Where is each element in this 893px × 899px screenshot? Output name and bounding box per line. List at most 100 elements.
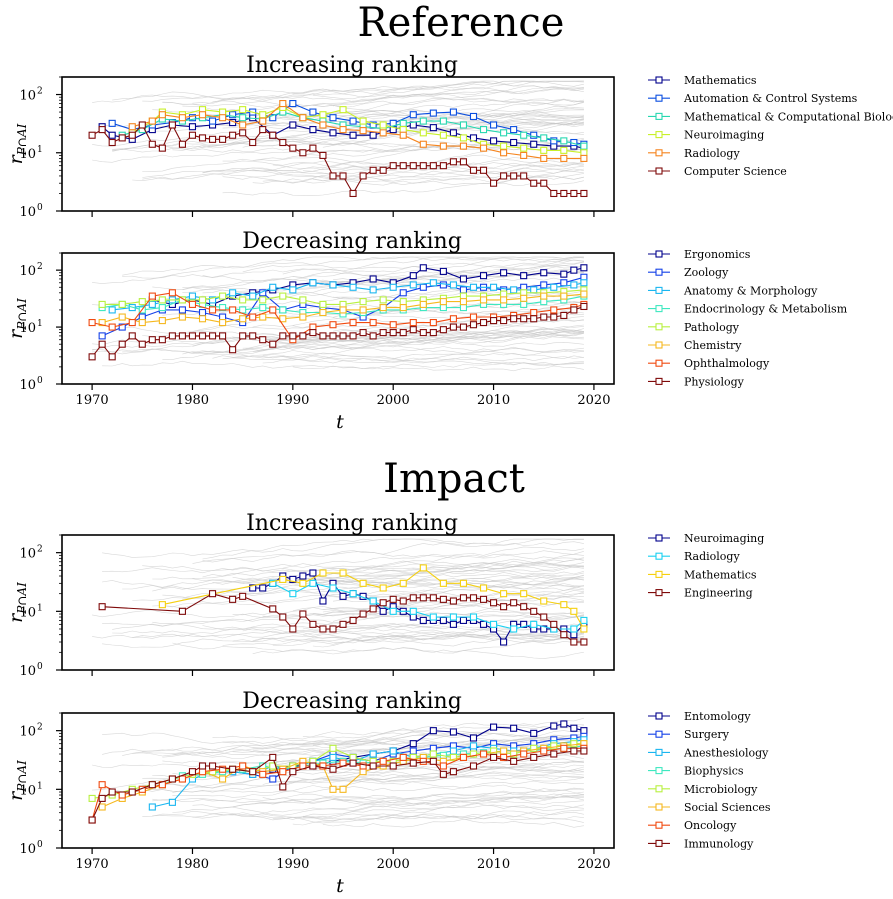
data-point — [188, 131, 197, 139]
background-line — [272, 800, 584, 820]
data-point — [279, 315, 287, 323]
data-point — [168, 289, 176, 297]
data-point — [178, 114, 186, 122]
background-line — [322, 811, 584, 828]
data-point — [329, 281, 337, 289]
data-point — [208, 590, 217, 598]
legend-label: Engineering — [684, 587, 753, 600]
background-line — [252, 636, 584, 655]
data-point — [309, 620, 317, 628]
data-point — [108, 138, 116, 147]
data-point — [510, 172, 518, 180]
data-point — [369, 286, 377, 294]
x-tick-label: 1970 — [76, 857, 109, 872]
data-point — [339, 592, 347, 600]
data-point — [219, 292, 227, 300]
data-point — [500, 290, 508, 298]
legend-marker — [655, 268, 663, 276]
background-line — [332, 582, 584, 592]
data-point — [379, 296, 387, 304]
legend-entry: Engineering — [648, 587, 753, 600]
data-point — [550, 137, 558, 145]
data-point — [409, 319, 417, 327]
background-line — [212, 732, 584, 746]
series-engineering — [98, 590, 588, 646]
data-point — [399, 289, 407, 297]
data-point — [530, 620, 538, 628]
data-point — [98, 126, 106, 134]
data-point — [349, 753, 357, 761]
data-point — [208, 768, 217, 776]
data-point — [429, 594, 437, 602]
data-point — [439, 281, 447, 289]
data-point — [239, 129, 247, 137]
series-physiology — [88, 302, 588, 361]
data-point — [419, 300, 427, 308]
background-line — [232, 119, 584, 143]
data-point — [239, 306, 247, 314]
data-point — [108, 131, 116, 139]
data-point — [560, 189, 568, 198]
data-point — [479, 126, 488, 134]
data-point — [419, 757, 427, 765]
y-tick-exponent: 2 — [37, 723, 43, 733]
data-point — [249, 768, 257, 776]
data-point — [118, 791, 126, 799]
y-tick-label: 10 — [19, 605, 36, 620]
data-point — [530, 286, 538, 294]
data-point — [500, 296, 508, 304]
data-point — [409, 272, 417, 280]
data-point — [540, 281, 548, 289]
data-point — [168, 121, 176, 129]
background-line — [302, 627, 584, 640]
legend-label: Chemistry — [684, 339, 742, 352]
x-tick-label: 1990 — [276, 857, 309, 872]
legend-marker — [655, 286, 663, 294]
data-point — [259, 111, 267, 119]
data-point — [560, 744, 568, 752]
data-point — [399, 304, 407, 312]
data-point — [148, 803, 156, 811]
legend-label: Anesthesiology — [683, 746, 769, 759]
background-line — [192, 538, 584, 564]
data-point — [198, 308, 207, 317]
data-point — [148, 117, 156, 125]
data-point — [550, 306, 558, 314]
data-point — [349, 590, 357, 598]
data-point — [178, 306, 186, 314]
data-point — [560, 137, 568, 145]
data-point — [259, 336, 267, 344]
data-point — [409, 326, 417, 334]
data-point — [158, 304, 166, 312]
data-point — [419, 140, 427, 148]
data-point — [479, 620, 488, 628]
background-line — [332, 787, 584, 804]
background-line — [222, 724, 584, 744]
legend-label: Endocrinology & Metabolism — [684, 303, 848, 316]
x-tick-label: 2020 — [577, 393, 610, 408]
data-point — [389, 321, 397, 329]
data-point — [490, 137, 498, 145]
background-line — [282, 256, 584, 275]
background-line — [102, 360, 584, 372]
data-point — [148, 336, 156, 344]
data-point — [299, 313, 307, 321]
data-point — [459, 579, 468, 587]
data-point — [108, 119, 116, 127]
data-point — [269, 114, 277, 122]
legend-entry: Chemistry — [648, 339, 742, 352]
data-point — [399, 131, 407, 139]
background-line — [202, 95, 584, 112]
legend-label: Social Sciences — [684, 801, 771, 814]
data-point — [500, 317, 508, 325]
data-point — [469, 750, 478, 758]
data-point — [259, 770, 267, 778]
background-line — [192, 763, 584, 781]
legend-label: Neuroimaging — [684, 129, 764, 142]
data-point — [379, 599, 387, 607]
legend-label: Immunology — [684, 837, 754, 850]
data-point — [279, 306, 287, 314]
data-point — [339, 620, 347, 628]
x-axis-label: t — [336, 411, 344, 433]
